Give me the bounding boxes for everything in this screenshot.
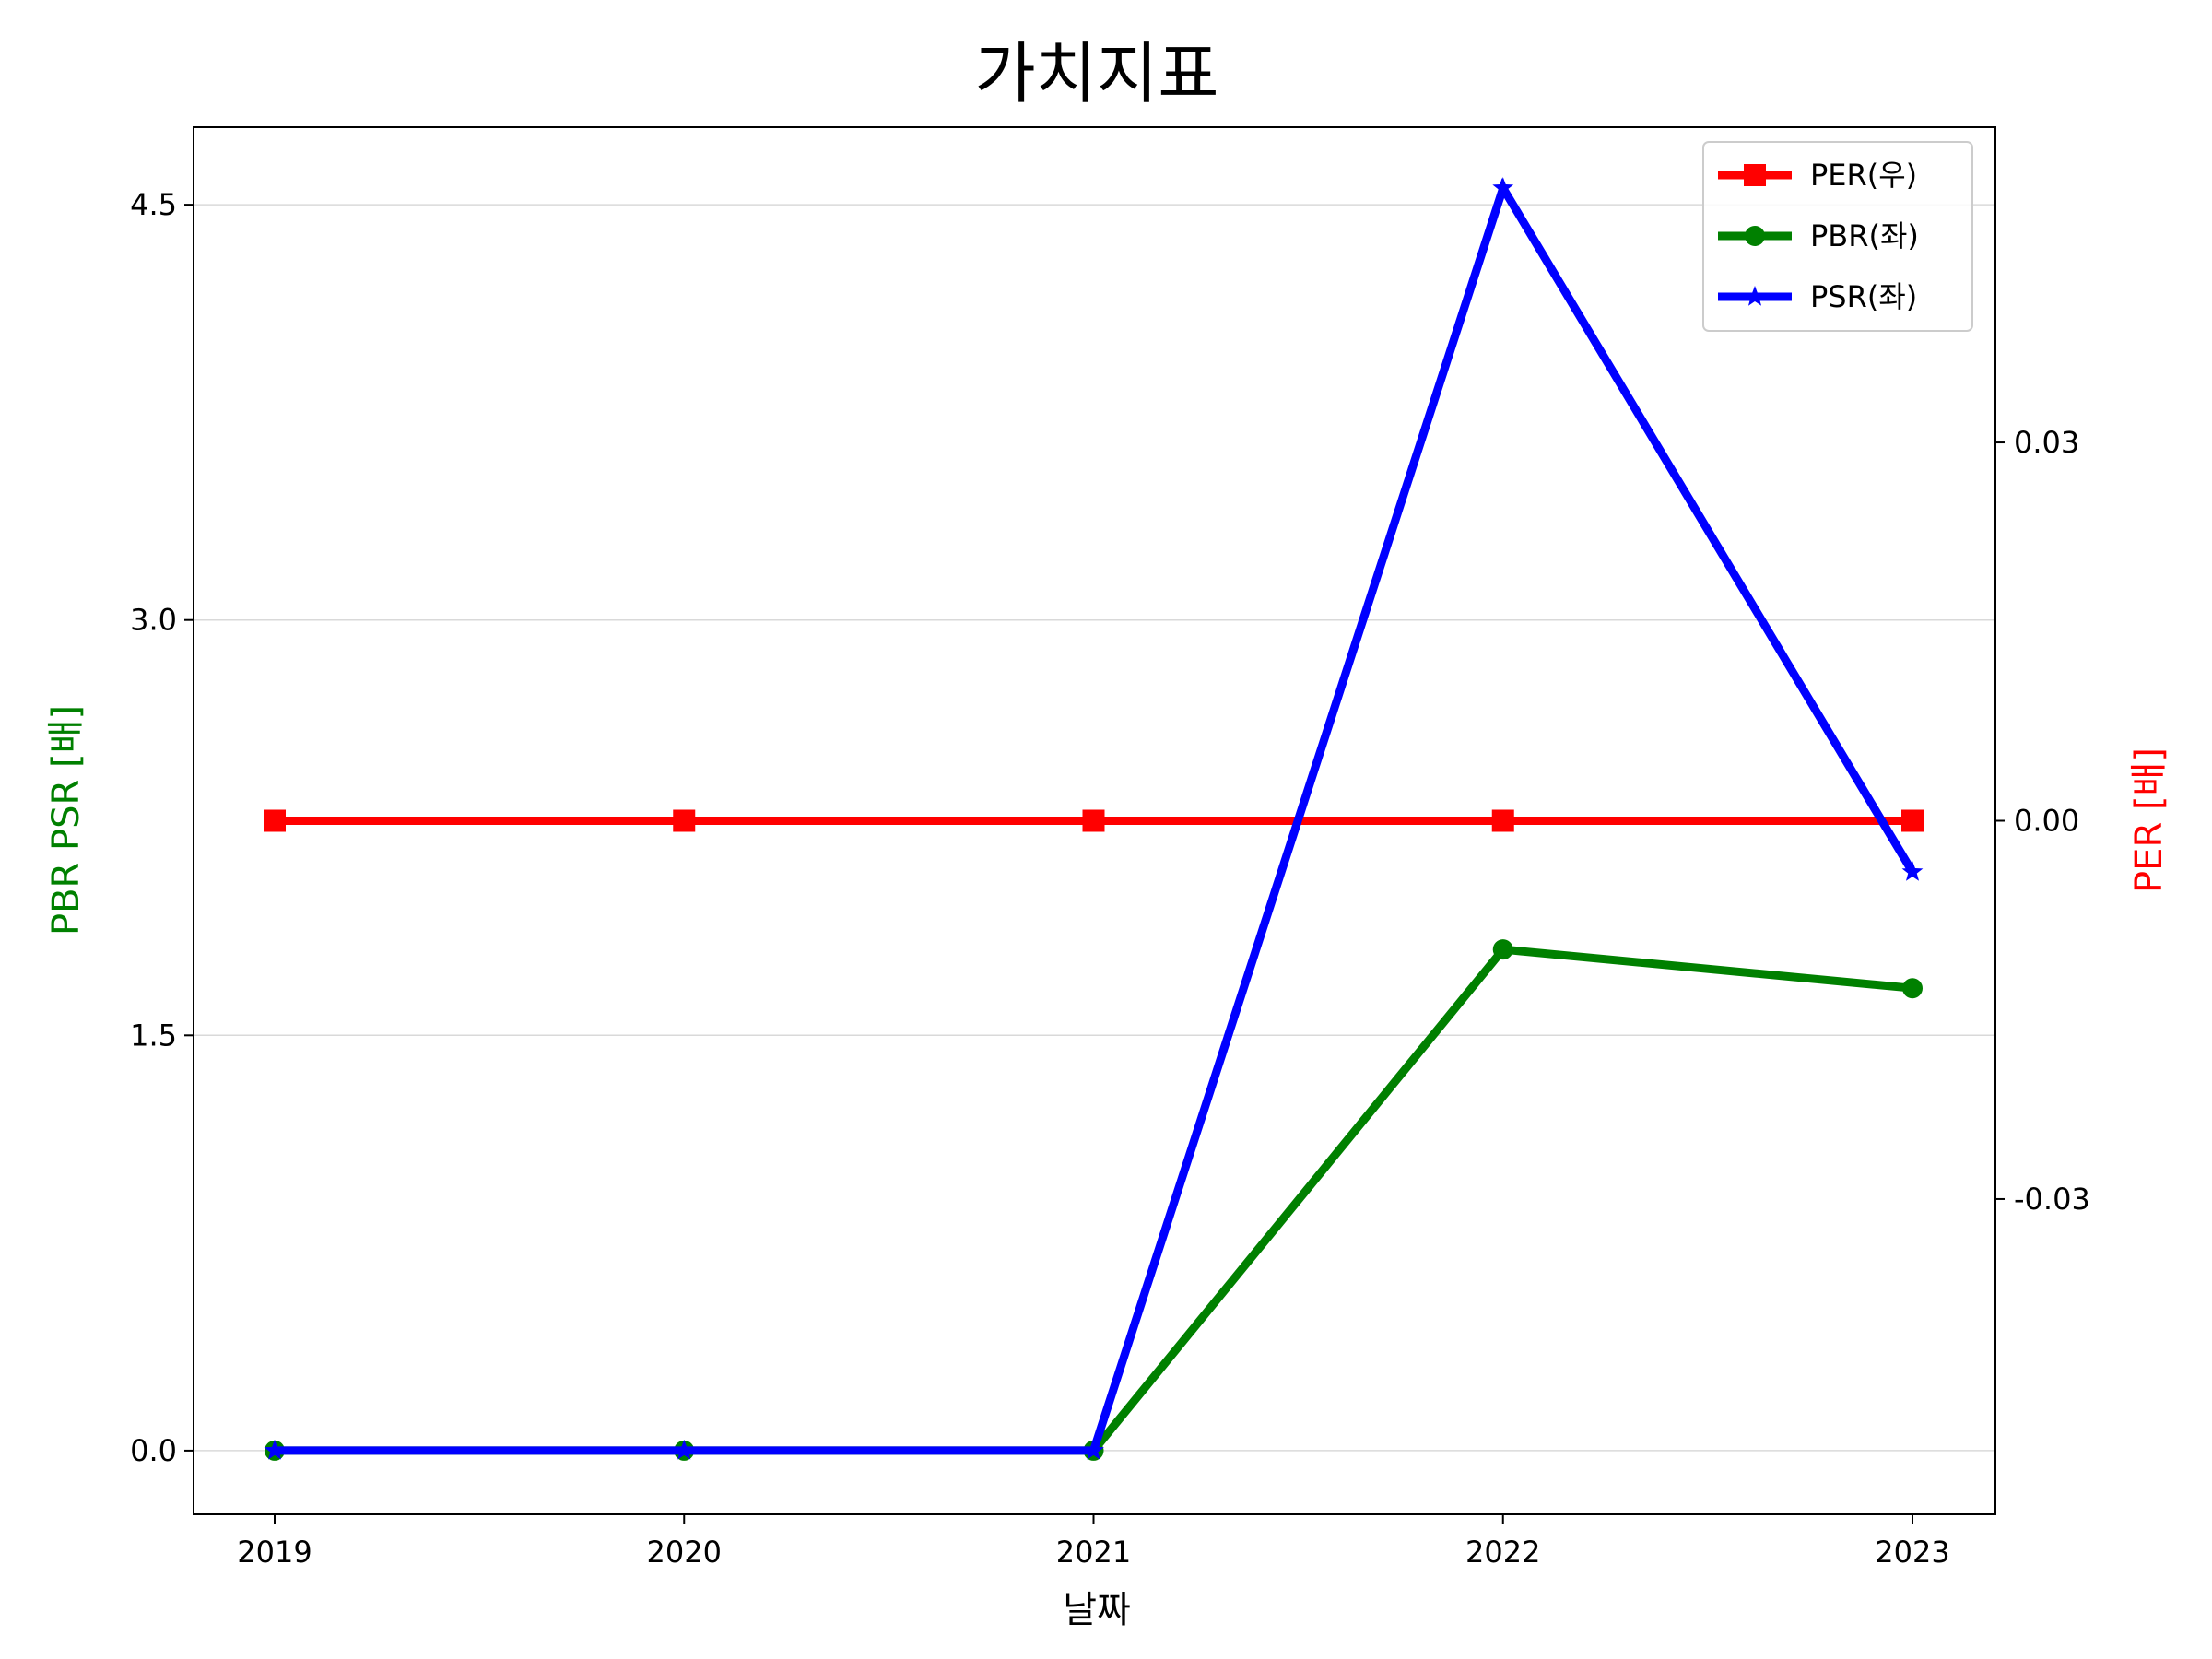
data-point-square xyxy=(264,809,286,832)
legend-box xyxy=(1702,141,1973,332)
right-tick-label: 0.03 xyxy=(2014,425,2079,460)
legend: PER(우) PBR(좌) PSR(좌) xyxy=(1702,141,1973,332)
data-point-square xyxy=(1491,809,1514,832)
left-tick-label: 1.5 xyxy=(130,1018,177,1053)
legend-item: PBR(좌) xyxy=(1718,218,1919,253)
legend-swatch-marker xyxy=(1744,164,1766,186)
data-point-star xyxy=(673,1439,695,1460)
data-point-star xyxy=(1492,177,1514,197)
series-PER(우) xyxy=(264,809,1924,832)
x-axis: 2019 2020 2021 2022 2023 xyxy=(237,1514,1950,1570)
left-tick-label: 3.0 xyxy=(130,603,177,638)
right-tick-label: -0.03 xyxy=(2014,1182,2090,1217)
right-axis: -0.03 0.00 0.03 xyxy=(1995,425,2090,1217)
legend-item: PSR(좌) xyxy=(1718,279,1917,314)
legend-swatch-marker xyxy=(1745,226,1765,246)
x-tick-label: 2021 xyxy=(1056,1535,1131,1570)
data-point-circle xyxy=(1902,978,1923,999)
left-axis: 0.0 1.5 3.0 4.5 xyxy=(130,187,194,1468)
x-tick-label: 2023 xyxy=(1875,1535,1949,1570)
data-point-square xyxy=(1901,809,1924,832)
legend-label: PER(우) xyxy=(1810,158,1917,193)
data-point-star xyxy=(1901,861,1924,881)
right-axis-title: PER [배] xyxy=(2128,747,2171,893)
chart-title: 가치지표 xyxy=(975,35,1219,112)
x-tick-label: 2022 xyxy=(1465,1535,1540,1570)
x-axis-title: 날짜 xyxy=(1063,1589,1131,1631)
data-point-circle xyxy=(1492,939,1513,960)
data-point-square xyxy=(673,809,696,832)
right-tick-label: 0.00 xyxy=(2014,804,2079,839)
series-PSR(좌) xyxy=(264,177,1924,1460)
legend-swatch-marker xyxy=(1744,286,1766,306)
series-layer xyxy=(264,177,1924,1461)
x-tick-label: 2019 xyxy=(237,1535,312,1570)
data-point-star xyxy=(264,1439,286,1460)
data-point-square xyxy=(1082,809,1105,832)
legend-label: PBR(좌) xyxy=(1810,218,1919,253)
data-point-star xyxy=(1083,1439,1104,1460)
legend-label: PSR(좌) xyxy=(1810,279,1917,314)
left-tick-label: 0.0 xyxy=(130,1433,177,1468)
legend-item: PER(우) xyxy=(1718,158,1917,193)
left-axis-title: PBR PSR [배] xyxy=(45,705,88,935)
x-tick-label: 2020 xyxy=(647,1535,722,1570)
left-tick-label: 4.5 xyxy=(130,187,177,222)
